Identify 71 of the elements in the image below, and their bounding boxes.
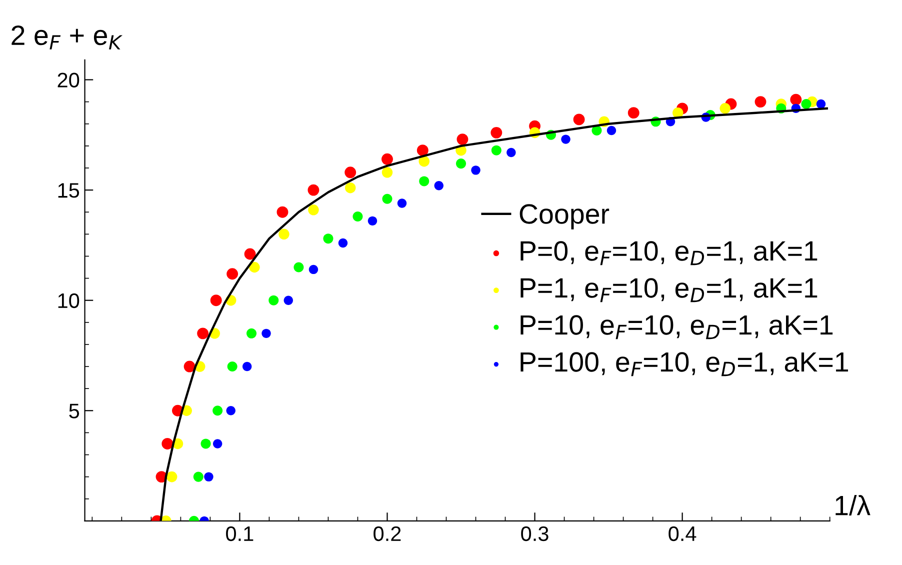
x-tick-label: 0.2 <box>374 526 401 542</box>
point <box>344 182 356 194</box>
point <box>606 126 616 136</box>
point <box>816 99 826 109</box>
y-tick-label: 15 <box>58 183 80 198</box>
point <box>200 438 211 449</box>
point <box>226 406 236 416</box>
point <box>382 194 392 204</box>
point <box>227 362 238 372</box>
x-axis-title: 1/λ <box>836 495 870 516</box>
point <box>456 134 468 146</box>
point <box>418 156 430 167</box>
point <box>308 264 318 274</box>
y-tick-label: 5 <box>69 404 80 418</box>
point <box>278 228 290 240</box>
point <box>212 406 223 416</box>
point <box>491 145 502 156</box>
point <box>561 134 570 144</box>
x-tick-label: 0.4 <box>668 526 696 542</box>
y-axis-title: 2 e$_{F}$ + e$_{K}$ <box>12 25 123 50</box>
point <box>592 125 602 136</box>
point <box>801 99 812 110</box>
point <box>210 294 222 306</box>
legend-label: P=100, e$_{F}$=10, e$_{D}$=1, aK=1 <box>520 352 848 376</box>
x-tick-label: 0.1 <box>226 526 254 542</box>
point <box>193 472 204 482</box>
point <box>244 248 256 260</box>
point <box>434 181 444 190</box>
legend-label: P=1, e$_{F}$=10, e$_{D}$=1, aK=1 <box>520 278 818 302</box>
point <box>338 238 348 248</box>
point <box>249 262 260 273</box>
point <box>382 153 393 165</box>
point <box>506 148 516 158</box>
point <box>166 471 178 482</box>
point <box>284 296 293 305</box>
point <box>790 94 802 106</box>
point <box>352 212 363 222</box>
point <box>397 198 407 208</box>
legend-label: P=0, e$_{F}$=10, e$_{D}$=1, aK=1 <box>520 241 818 266</box>
point <box>308 204 319 216</box>
x-tick-label: 0.3 <box>521 526 548 542</box>
point <box>276 206 288 218</box>
point <box>268 295 279 306</box>
point <box>754 96 766 108</box>
point <box>573 114 585 126</box>
point <box>242 362 252 372</box>
y-tick-label: 10 <box>58 293 80 308</box>
point <box>720 103 730 114</box>
point <box>323 234 334 244</box>
point <box>344 166 356 178</box>
point <box>416 144 428 156</box>
point <box>246 328 257 338</box>
point <box>490 126 502 138</box>
point <box>456 158 466 169</box>
legend-label: Cooper <box>520 204 610 230</box>
point <box>184 360 196 372</box>
point <box>262 328 271 338</box>
point <box>308 184 320 196</box>
point <box>419 176 430 186</box>
point <box>294 262 304 272</box>
point <box>628 107 640 119</box>
point <box>204 472 214 482</box>
y-tick-label: 20 <box>58 72 80 88</box>
point <box>382 167 393 178</box>
point <box>226 268 238 280</box>
point <box>197 328 209 340</box>
point <box>368 216 378 226</box>
point <box>212 439 222 448</box>
legend-label: P=10, e$_{F}$=10, e$_{D}$=1, aK=1 <box>520 315 833 340</box>
point <box>471 166 480 175</box>
point <box>162 438 174 450</box>
